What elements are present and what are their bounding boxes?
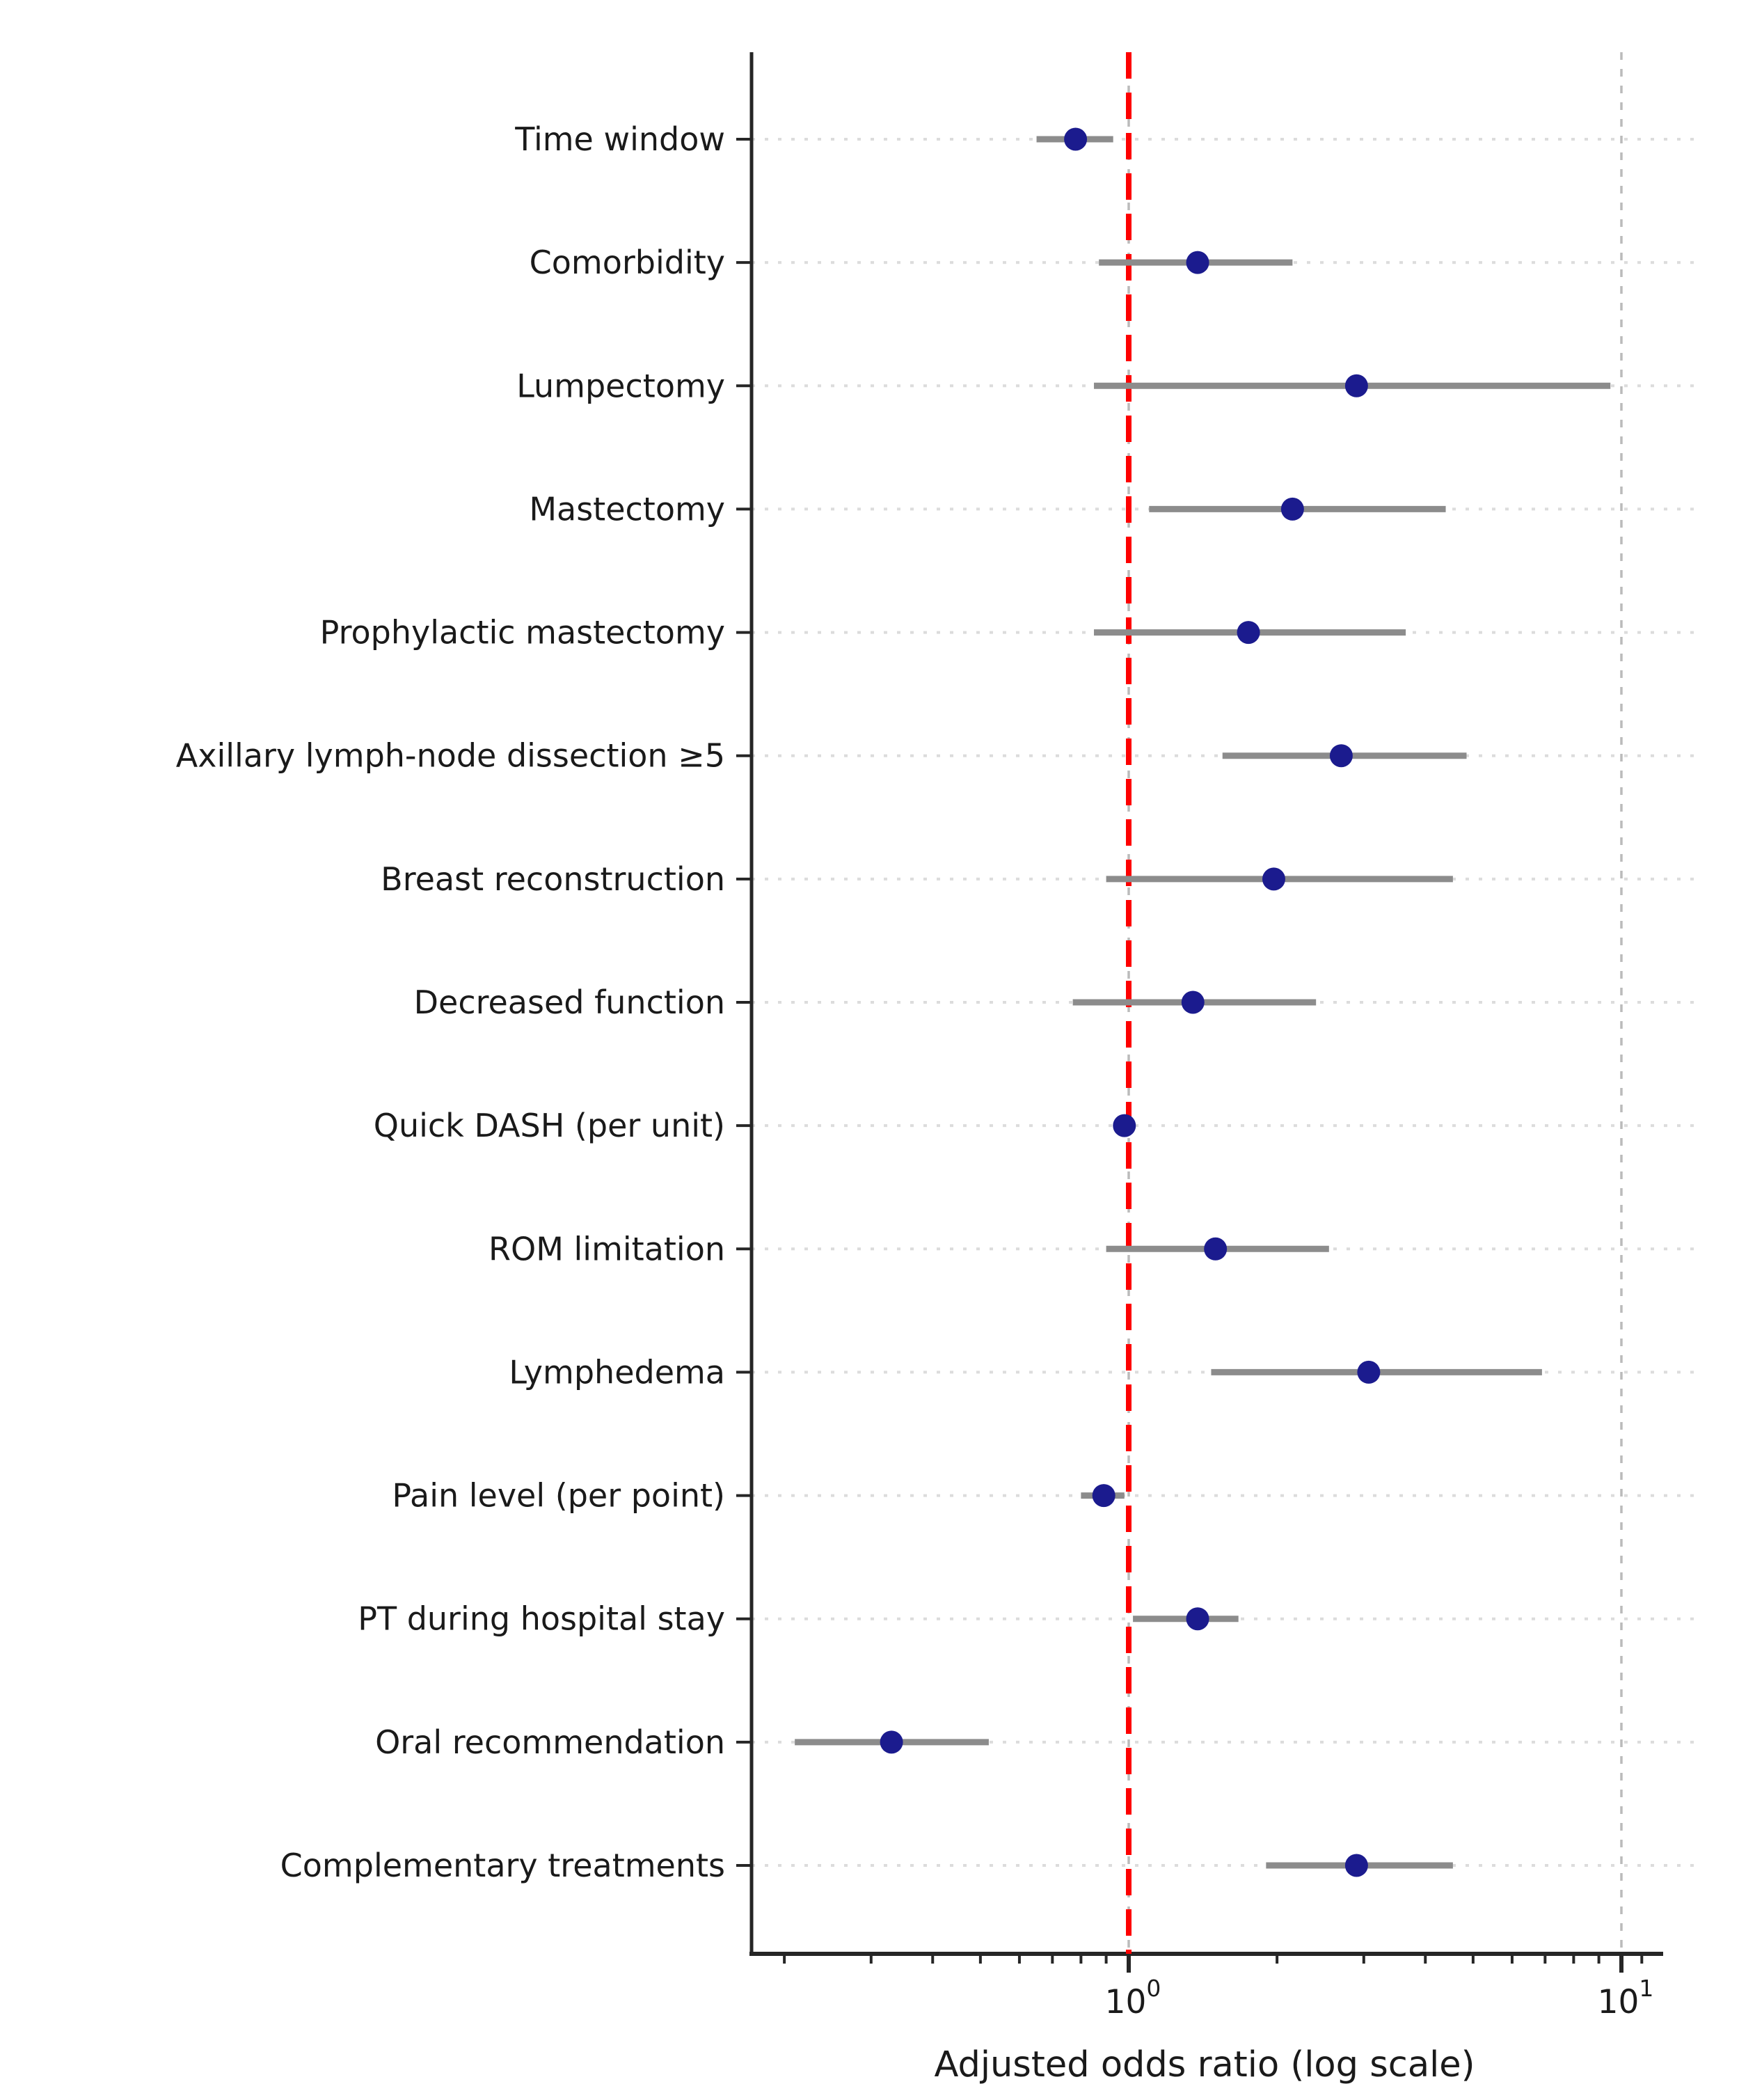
x-tick-label: 101 <box>1598 1975 1654 2021</box>
x-axis-title: Adjusted odds ratio (log scale) <box>934 2044 1475 2085</box>
y-category-label: PT during hospital stay <box>358 1600 725 1638</box>
y-category-label: Mastectomy <box>529 490 725 528</box>
odds-ratio-point <box>1186 251 1209 274</box>
y-category-label: Lymphedema <box>509 1353 725 1391</box>
odds-ratio-point <box>1092 1484 1115 1508</box>
odds-ratio-point <box>1181 990 1205 1014</box>
data-layer <box>795 127 1611 1877</box>
y-category-label: Comorbidity <box>530 244 725 281</box>
y-category-label: Time window <box>514 120 725 158</box>
odds-ratio-point <box>1280 497 1304 521</box>
y-category-label: ROM limitation <box>489 1230 725 1268</box>
axis-layer <box>736 52 1663 1973</box>
odds-ratio-point <box>1262 867 1285 891</box>
y-category-label: Lumpectomy <box>516 367 725 404</box>
odds-ratio-point <box>880 1730 903 1754</box>
odds-ratio-point <box>1204 1237 1228 1261</box>
odds-ratio-point <box>1329 744 1353 768</box>
label-layer: Time window Comorbidity Lumpectomy Mastecto… <box>176 120 1654 2021</box>
y-category-label: Quick DASH (per unit) <box>374 1107 725 1144</box>
odds-ratio-point <box>1237 621 1260 645</box>
y-category-label: Complementary treatments <box>280 1847 725 1884</box>
y-category-label: Axillary lymph-node dissection ≥5 <box>176 737 725 775</box>
odds-ratio-point <box>1357 1360 1381 1384</box>
odds-ratio-point <box>1113 1114 1136 1137</box>
odds-ratio-point <box>1064 127 1088 151</box>
y-category-label: Breast reconstruction <box>381 860 725 898</box>
y-category-label: Oral recommendation <box>375 1723 725 1761</box>
odds-ratio-point <box>1344 1854 1368 1877</box>
x-tick-label: 100 <box>1105 1975 1161 2021</box>
odds-ratio-point <box>1344 374 1368 397</box>
odds-ratio-point <box>1186 1607 1209 1631</box>
y-category-label: Prophylactic mastectomy <box>320 614 725 652</box>
y-category-label: Decreased function <box>414 984 725 1021</box>
y-category-label: Pain level (per point) <box>392 1477 725 1515</box>
